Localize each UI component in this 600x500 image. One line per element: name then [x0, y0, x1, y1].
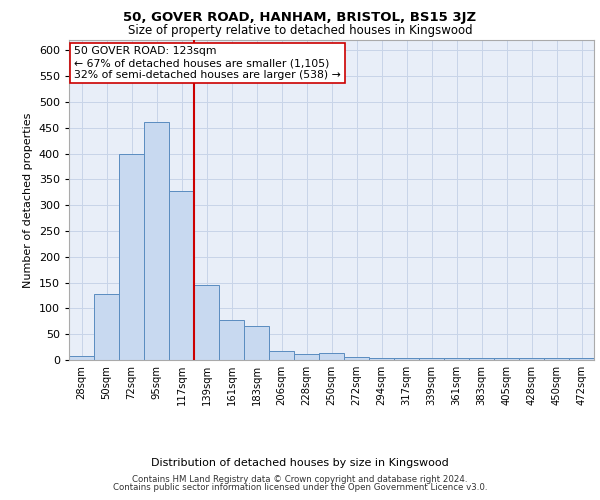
- Bar: [169, 190, 194, 360]
- Bar: [394, 358, 419, 360]
- Bar: [544, 358, 569, 360]
- Text: Contains public sector information licensed under the Open Government Licence v3: Contains public sector information licen…: [113, 484, 487, 492]
- Bar: [319, 354, 344, 360]
- Bar: [244, 326, 269, 360]
- Bar: [69, 356, 94, 360]
- Text: 50, GOVER ROAD, HANHAM, BRISTOL, BS15 3JZ: 50, GOVER ROAD, HANHAM, BRISTOL, BS15 3J…: [124, 11, 476, 24]
- Bar: [294, 354, 319, 360]
- Text: Size of property relative to detached houses in Kingswood: Size of property relative to detached ho…: [128, 24, 472, 37]
- Bar: [369, 358, 394, 360]
- Bar: [569, 358, 594, 360]
- Y-axis label: Number of detached properties: Number of detached properties: [23, 112, 33, 288]
- Bar: [519, 358, 544, 360]
- Text: 50 GOVER ROAD: 123sqm
← 67% of detached houses are smaller (1,105)
32% of semi-d: 50 GOVER ROAD: 123sqm ← 67% of detached …: [74, 46, 341, 80]
- Bar: [219, 320, 244, 360]
- Bar: [194, 285, 219, 360]
- Bar: [144, 122, 169, 360]
- Bar: [444, 358, 469, 360]
- Bar: [494, 358, 519, 360]
- Bar: [469, 358, 494, 360]
- Bar: [344, 358, 369, 360]
- Bar: [269, 350, 294, 360]
- Text: Distribution of detached houses by size in Kingswood: Distribution of detached houses by size …: [151, 458, 449, 468]
- Bar: [119, 154, 144, 360]
- Bar: [94, 294, 119, 360]
- Text: Contains HM Land Registry data © Crown copyright and database right 2024.: Contains HM Land Registry data © Crown c…: [132, 475, 468, 484]
- Bar: [419, 358, 444, 360]
